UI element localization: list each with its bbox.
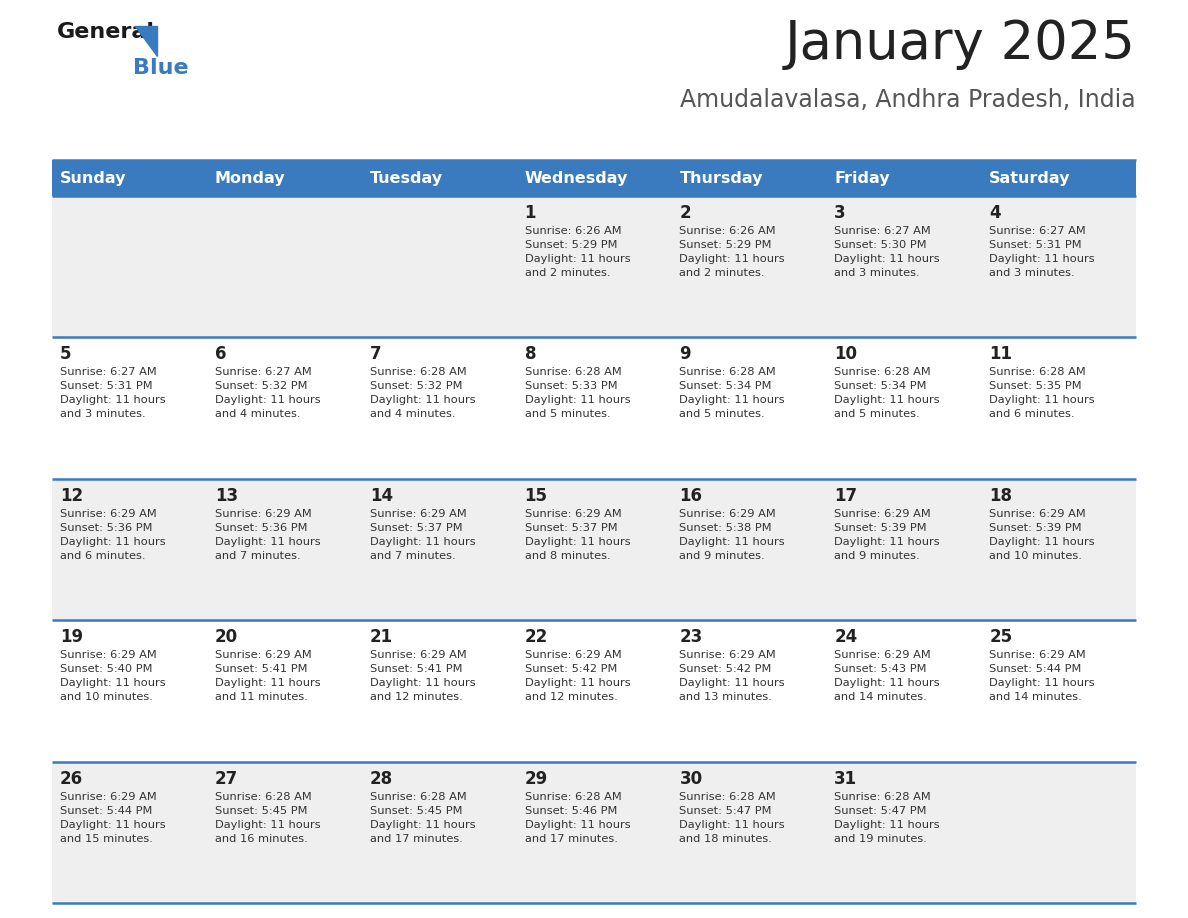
Text: Tuesday: Tuesday bbox=[369, 171, 443, 185]
Text: 18: 18 bbox=[990, 487, 1012, 505]
Text: Sunrise: 6:26 AM
Sunset: 5:29 PM
Daylight: 11 hours
and 2 minutes.: Sunrise: 6:26 AM Sunset: 5:29 PM Dayligh… bbox=[525, 226, 630, 278]
Text: 10: 10 bbox=[834, 345, 858, 364]
Text: Sunrise: 6:28 AM
Sunset: 5:35 PM
Daylight: 11 hours
and 6 minutes.: Sunrise: 6:28 AM Sunset: 5:35 PM Dayligh… bbox=[990, 367, 1095, 420]
Text: Sunrise: 6:29 AM
Sunset: 5:44 PM
Daylight: 11 hours
and 14 minutes.: Sunrise: 6:29 AM Sunset: 5:44 PM Dayligh… bbox=[990, 650, 1095, 702]
Bar bbox=[52, 621, 1136, 762]
Text: 30: 30 bbox=[680, 769, 702, 788]
Text: Sunrise: 6:27 AM
Sunset: 5:31 PM
Daylight: 11 hours
and 3 minutes.: Sunrise: 6:27 AM Sunset: 5:31 PM Dayligh… bbox=[61, 367, 165, 420]
Text: 12: 12 bbox=[61, 487, 83, 505]
Text: 17: 17 bbox=[834, 487, 858, 505]
Text: Thursday: Thursday bbox=[680, 171, 763, 185]
Text: Sunrise: 6:29 AM
Sunset: 5:36 PM
Daylight: 11 hours
and 6 minutes.: Sunrise: 6:29 AM Sunset: 5:36 PM Dayligh… bbox=[61, 509, 165, 561]
Text: Amudalavalasa, Andhra Pradesh, India: Amudalavalasa, Andhra Pradesh, India bbox=[681, 88, 1136, 112]
Text: Sunrise: 6:29 AM
Sunset: 5:38 PM
Daylight: 11 hours
and 9 minutes.: Sunrise: 6:29 AM Sunset: 5:38 PM Dayligh… bbox=[680, 509, 785, 561]
Text: 26: 26 bbox=[61, 769, 83, 788]
Text: January 2025: January 2025 bbox=[785, 18, 1136, 70]
Text: 28: 28 bbox=[369, 769, 393, 788]
Polygon shape bbox=[135, 26, 157, 56]
Text: 1: 1 bbox=[525, 204, 536, 222]
Text: Sunrise: 6:28 AM
Sunset: 5:34 PM
Daylight: 11 hours
and 5 minutes.: Sunrise: 6:28 AM Sunset: 5:34 PM Dayligh… bbox=[834, 367, 940, 420]
Text: Sunrise: 6:27 AM
Sunset: 5:31 PM
Daylight: 11 hours
and 3 minutes.: Sunrise: 6:27 AM Sunset: 5:31 PM Dayligh… bbox=[990, 226, 1095, 278]
Text: Monday: Monday bbox=[215, 171, 285, 185]
Bar bbox=[52, 338, 1136, 479]
Text: Sunrise: 6:28 AM
Sunset: 5:47 PM
Daylight: 11 hours
and 19 minutes.: Sunrise: 6:28 AM Sunset: 5:47 PM Dayligh… bbox=[834, 791, 940, 844]
Text: Sunrise: 6:28 AM
Sunset: 5:45 PM
Daylight: 11 hours
and 16 minutes.: Sunrise: 6:28 AM Sunset: 5:45 PM Dayligh… bbox=[215, 791, 321, 844]
Text: Blue: Blue bbox=[133, 58, 189, 78]
Text: Sunrise: 6:28 AM
Sunset: 5:34 PM
Daylight: 11 hours
and 5 minutes.: Sunrise: 6:28 AM Sunset: 5:34 PM Dayligh… bbox=[680, 367, 785, 420]
Text: Sunrise: 6:29 AM
Sunset: 5:37 PM
Daylight: 11 hours
and 7 minutes.: Sunrise: 6:29 AM Sunset: 5:37 PM Dayligh… bbox=[369, 509, 475, 561]
Text: 16: 16 bbox=[680, 487, 702, 505]
Text: 3: 3 bbox=[834, 204, 846, 222]
Text: Sunrise: 6:28 AM
Sunset: 5:46 PM
Daylight: 11 hours
and 17 minutes.: Sunrise: 6:28 AM Sunset: 5:46 PM Dayligh… bbox=[525, 791, 630, 844]
Text: Sunrise: 6:29 AM
Sunset: 5:42 PM
Daylight: 11 hours
and 13 minutes.: Sunrise: 6:29 AM Sunset: 5:42 PM Dayligh… bbox=[680, 650, 785, 702]
Text: Sunrise: 6:29 AM
Sunset: 5:40 PM
Daylight: 11 hours
and 10 minutes.: Sunrise: 6:29 AM Sunset: 5:40 PM Dayligh… bbox=[61, 650, 165, 702]
Bar bbox=[52, 762, 1136, 903]
Bar bbox=[52, 479, 1136, 621]
Text: 9: 9 bbox=[680, 345, 691, 364]
Text: Sunrise: 6:27 AM
Sunset: 5:30 PM
Daylight: 11 hours
and 3 minutes.: Sunrise: 6:27 AM Sunset: 5:30 PM Dayligh… bbox=[834, 226, 940, 278]
Text: Sunrise: 6:29 AM
Sunset: 5:41 PM
Daylight: 11 hours
and 11 minutes.: Sunrise: 6:29 AM Sunset: 5:41 PM Dayligh… bbox=[215, 650, 321, 702]
Text: Wednesday: Wednesday bbox=[525, 171, 628, 185]
Text: Friday: Friday bbox=[834, 171, 890, 185]
Text: 25: 25 bbox=[990, 628, 1012, 646]
Text: 2: 2 bbox=[680, 204, 691, 222]
Text: Sunrise: 6:28 AM
Sunset: 5:47 PM
Daylight: 11 hours
and 18 minutes.: Sunrise: 6:28 AM Sunset: 5:47 PM Dayligh… bbox=[680, 791, 785, 844]
Text: Sunrise: 6:29 AM
Sunset: 5:37 PM
Daylight: 11 hours
and 8 minutes.: Sunrise: 6:29 AM Sunset: 5:37 PM Dayligh… bbox=[525, 509, 630, 561]
Text: Sunrise: 6:29 AM
Sunset: 5:39 PM
Daylight: 11 hours
and 10 minutes.: Sunrise: 6:29 AM Sunset: 5:39 PM Dayligh… bbox=[990, 509, 1095, 561]
Text: Sunrise: 6:29 AM
Sunset: 5:42 PM
Daylight: 11 hours
and 12 minutes.: Sunrise: 6:29 AM Sunset: 5:42 PM Dayligh… bbox=[525, 650, 630, 702]
Text: Sunrise: 6:28 AM
Sunset: 5:33 PM
Daylight: 11 hours
and 5 minutes.: Sunrise: 6:28 AM Sunset: 5:33 PM Dayligh… bbox=[525, 367, 630, 420]
Text: 23: 23 bbox=[680, 628, 702, 646]
Text: 7: 7 bbox=[369, 345, 381, 364]
Text: 22: 22 bbox=[525, 628, 548, 646]
Text: 19: 19 bbox=[61, 628, 83, 646]
Text: 20: 20 bbox=[215, 628, 238, 646]
Text: 15: 15 bbox=[525, 487, 548, 505]
Text: Sunrise: 6:29 AM
Sunset: 5:36 PM
Daylight: 11 hours
and 7 minutes.: Sunrise: 6:29 AM Sunset: 5:36 PM Dayligh… bbox=[215, 509, 321, 561]
Text: 6: 6 bbox=[215, 345, 227, 364]
Bar bbox=[52, 196, 1136, 338]
Text: 5: 5 bbox=[61, 345, 71, 364]
Text: Sunrise: 6:29 AM
Sunset: 5:44 PM
Daylight: 11 hours
and 15 minutes.: Sunrise: 6:29 AM Sunset: 5:44 PM Dayligh… bbox=[61, 791, 165, 844]
Text: 31: 31 bbox=[834, 769, 858, 788]
Text: 14: 14 bbox=[369, 487, 393, 505]
Text: Sunday: Sunday bbox=[61, 171, 126, 185]
Bar bbox=[52, 160, 1136, 196]
Text: 24: 24 bbox=[834, 628, 858, 646]
Text: 29: 29 bbox=[525, 769, 548, 788]
Text: General: General bbox=[57, 22, 154, 42]
Text: Sunrise: 6:28 AM
Sunset: 5:32 PM
Daylight: 11 hours
and 4 minutes.: Sunrise: 6:28 AM Sunset: 5:32 PM Dayligh… bbox=[369, 367, 475, 420]
Text: 27: 27 bbox=[215, 769, 238, 788]
Text: 13: 13 bbox=[215, 487, 238, 505]
Text: Sunrise: 6:29 AM
Sunset: 5:39 PM
Daylight: 11 hours
and 9 minutes.: Sunrise: 6:29 AM Sunset: 5:39 PM Dayligh… bbox=[834, 509, 940, 561]
Text: 8: 8 bbox=[525, 345, 536, 364]
Text: Sunrise: 6:29 AM
Sunset: 5:41 PM
Daylight: 11 hours
and 12 minutes.: Sunrise: 6:29 AM Sunset: 5:41 PM Dayligh… bbox=[369, 650, 475, 702]
Text: Saturday: Saturday bbox=[990, 171, 1070, 185]
Text: Sunrise: 6:26 AM
Sunset: 5:29 PM
Daylight: 11 hours
and 2 minutes.: Sunrise: 6:26 AM Sunset: 5:29 PM Dayligh… bbox=[680, 226, 785, 278]
Text: Sunrise: 6:27 AM
Sunset: 5:32 PM
Daylight: 11 hours
and 4 minutes.: Sunrise: 6:27 AM Sunset: 5:32 PM Dayligh… bbox=[215, 367, 321, 420]
Text: 4: 4 bbox=[990, 204, 1000, 222]
Text: 11: 11 bbox=[990, 345, 1012, 364]
Text: Sunrise: 6:29 AM
Sunset: 5:43 PM
Daylight: 11 hours
and 14 minutes.: Sunrise: 6:29 AM Sunset: 5:43 PM Dayligh… bbox=[834, 650, 940, 702]
Text: 21: 21 bbox=[369, 628, 393, 646]
Text: Sunrise: 6:28 AM
Sunset: 5:45 PM
Daylight: 11 hours
and 17 minutes.: Sunrise: 6:28 AM Sunset: 5:45 PM Dayligh… bbox=[369, 791, 475, 844]
